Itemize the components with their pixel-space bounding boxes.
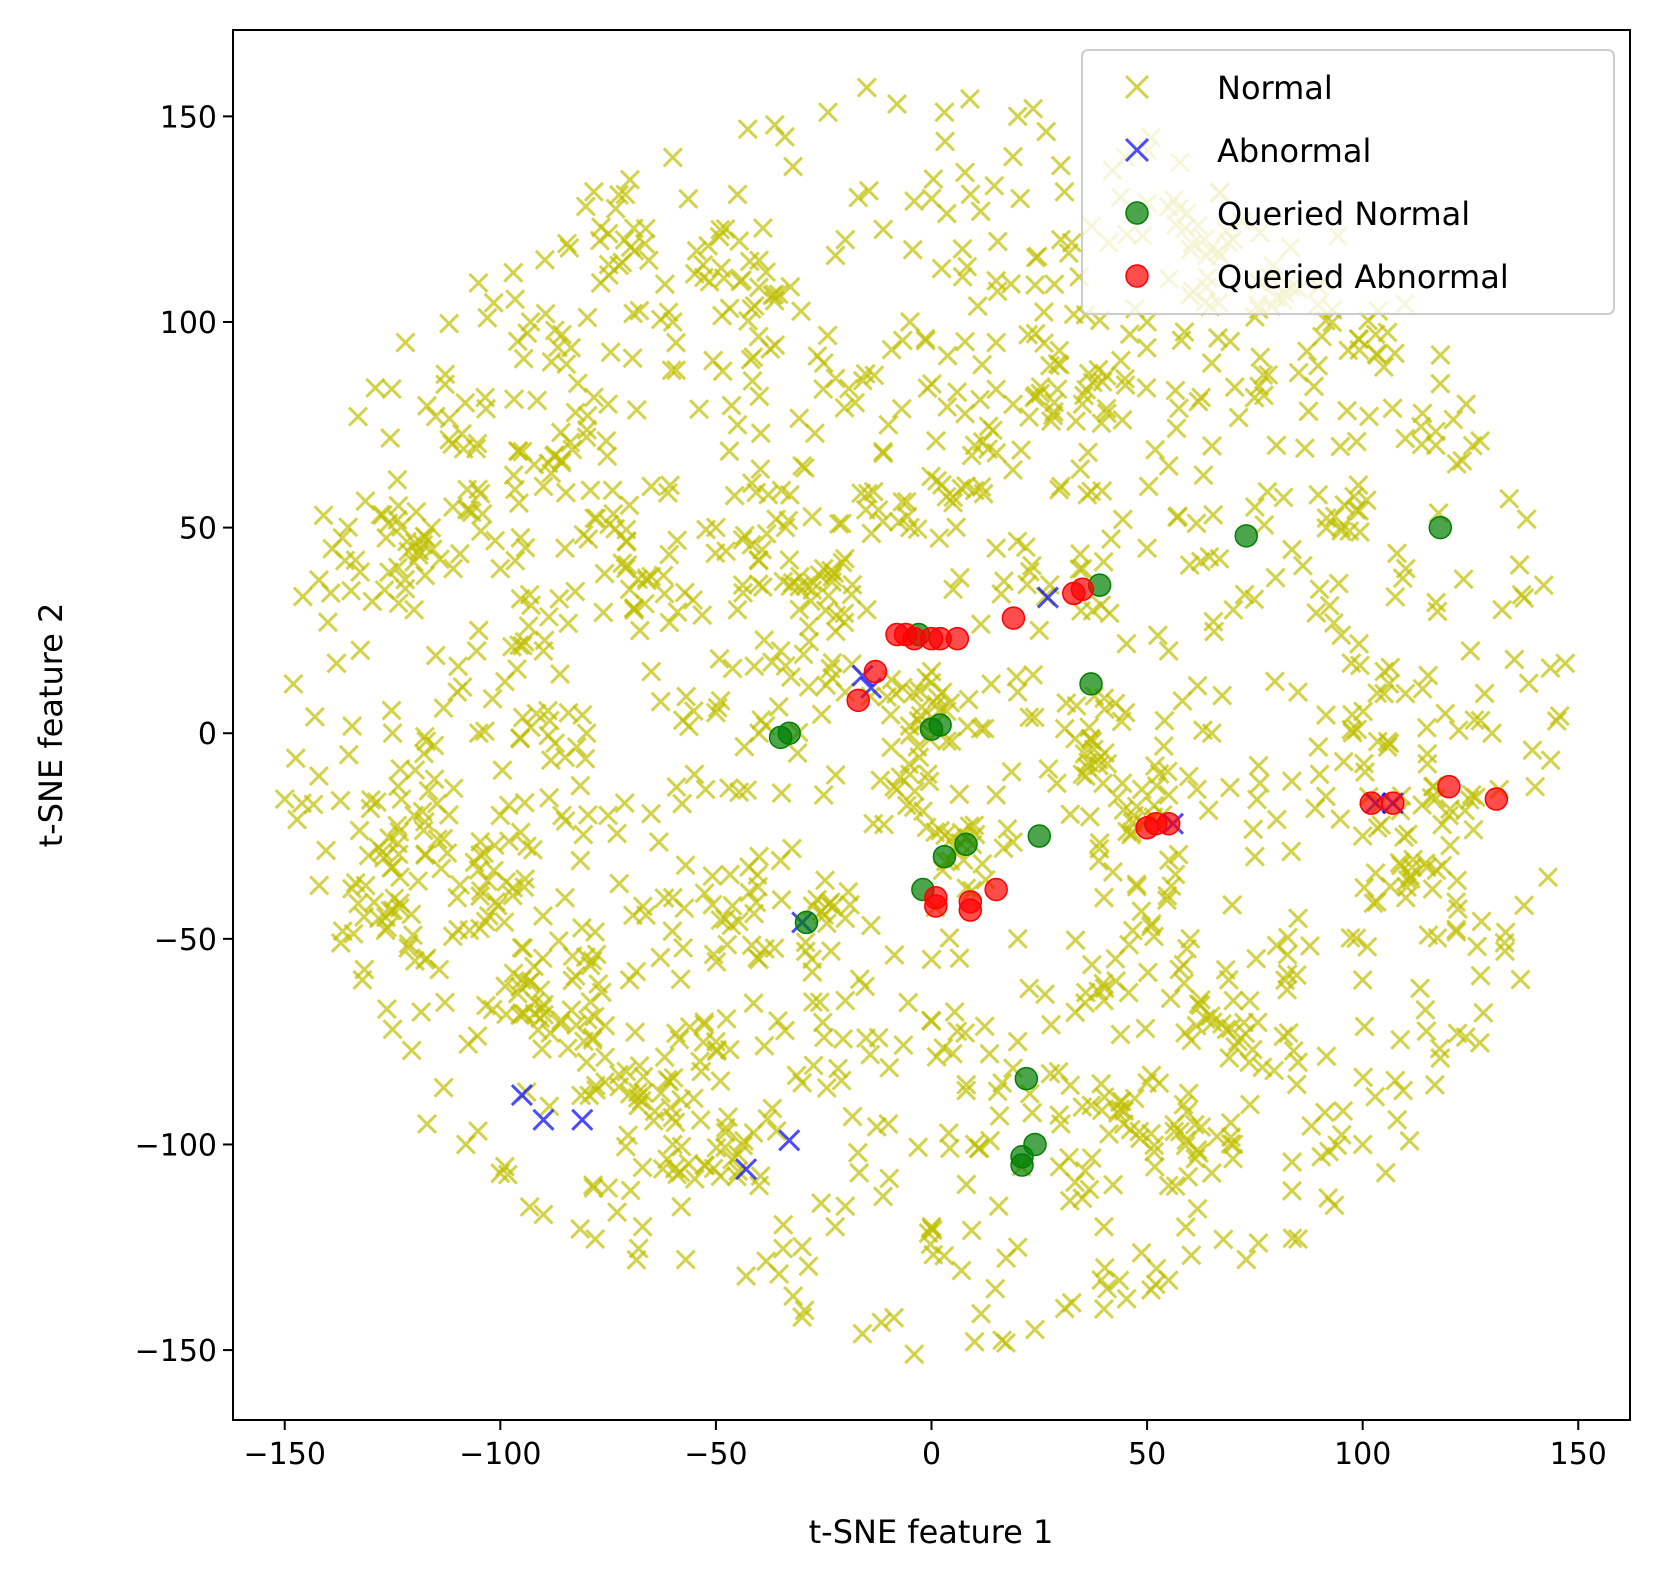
queried-abnormal-point [1485,788,1507,810]
legend: Normal Abnormal Queried Normal Queried Abno… [1082,50,1614,314]
queried-normal-point [1235,525,1257,547]
legend-label: Abnormal [1217,132,1371,170]
y-tick-label: 0 [198,717,217,752]
y-tick-label: −150 [135,1334,217,1369]
queried-abnormal-point [847,689,869,711]
queried-normal-point [795,911,817,933]
x-tick-label: 150 [1550,1437,1607,1472]
x-tick-label: −50 [684,1437,747,1472]
x-axis-label: t-SNE feature 1 [809,1513,1054,1551]
legend-label: Normal [1217,69,1333,107]
queried-normal-point [933,846,955,868]
y-tick-label: 150 [160,100,217,135]
queried-abnormal-point [925,895,947,917]
queried-normal-point [1080,673,1102,695]
queried-abnormal-point [1382,792,1404,814]
y-axis-label: t-SNE feature 2 [32,603,70,848]
queried-abnormal-point [1158,813,1180,835]
queried-abnormal-point [985,878,1007,900]
x-tick-label: −100 [459,1437,541,1472]
y-tick-label: −100 [135,1128,217,1163]
queried-normal-point [1429,517,1451,539]
x-tick-label: 50 [1128,1437,1166,1472]
queried-normal-point [1028,825,1050,847]
queried-abnormal-point [1071,578,1093,600]
y-tick-label: 50 [179,512,217,547]
x-tick-label: 100 [1334,1437,1391,1472]
queried-normal-point [929,714,951,736]
legend-marker-2 [1126,202,1148,224]
queried-abnormal-point [959,899,981,921]
legend-label: Queried Normal [1217,195,1470,233]
queried-abnormal-point [864,661,886,683]
x-tick-label: 0 [922,1437,941,1472]
x-tick-label: −150 [244,1437,326,1472]
queried-abnormal-point [1360,792,1382,814]
queried-abnormal-point [1438,776,1460,798]
queried-normal-point [1015,1068,1037,1090]
queried-abnormal-point [1002,607,1024,629]
queried-abnormal-point [946,628,968,650]
queried-normal-point [1011,1154,1033,1176]
queried-normal-point [778,722,800,744]
queried-normal-point [955,833,977,855]
legend-label: Queried Abnormal [1217,258,1509,296]
y-tick-label: 100 [160,306,217,341]
y-tick-label: −50 [154,923,217,958]
legend-marker-3 [1126,265,1148,287]
